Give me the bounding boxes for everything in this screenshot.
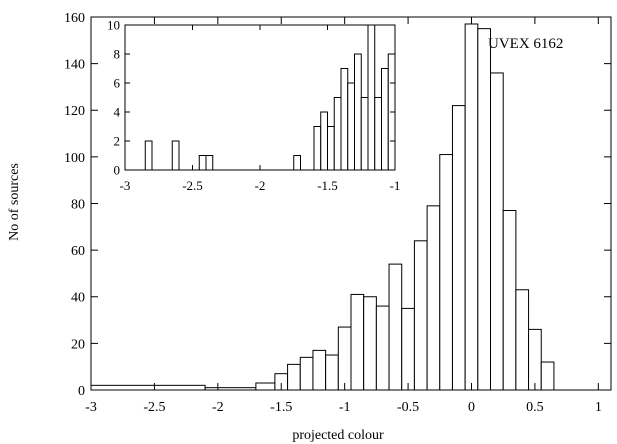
main-x-tick-label: -1.5 bbox=[270, 400, 292, 415]
main-x-tick-label: 0 bbox=[468, 400, 475, 415]
inset-bar bbox=[347, 82, 355, 171]
main-axes: -3 -2.5 -2 -1.5 -1 -0.5 0 0.5 102040608010012014… bbox=[64, 11, 611, 415]
main-bar bbox=[401, 307, 415, 391]
inset-bar bbox=[354, 53, 362, 171]
inset-y-tick-label: 8 bbox=[114, 47, 121, 62]
inset-bar bbox=[198, 155, 207, 171]
inset-y-tick-label: 6 bbox=[114, 76, 121, 91]
inset-plot: -3 -2.5 -2 -1.5 -1 0 2 4 6 8 10 bbox=[107, 18, 400, 193]
main-bar bbox=[451, 105, 466, 391]
main-bar bbox=[413, 240, 428, 391]
main-bar bbox=[299, 356, 314, 391]
inset-y-tick-label: 10 bbox=[107, 18, 120, 33]
main-bar bbox=[515, 289, 530, 391]
main-x-tick-label: 1 bbox=[595, 400, 602, 415]
main-bar bbox=[490, 72, 504, 391]
main-bar bbox=[337, 326, 352, 391]
inset-bar bbox=[381, 68, 389, 171]
main-x-tick-label: 0.5 bbox=[526, 400, 544, 415]
main-bar bbox=[540, 361, 555, 391]
inset-bar bbox=[320, 111, 328, 171]
inset-bar bbox=[171, 140, 180, 171]
main-y-tick-label: 160 bbox=[64, 11, 85, 26]
main-bar bbox=[477, 28, 492, 391]
inset-axes: -3 -2.5 -2 -1.5 -1 0 2 4 6 8 10 bbox=[107, 18, 400, 193]
main-bar bbox=[439, 154, 453, 391]
main-bar bbox=[375, 305, 390, 391]
inset-x-tick-label: -3 bbox=[120, 178, 131, 193]
main-x-tick-label: -2 bbox=[212, 400, 224, 415]
main-x-tick-label: -2.5 bbox=[143, 400, 165, 415]
main-y-tick-label: 20 bbox=[71, 337, 85, 352]
main-bar bbox=[90, 384, 206, 391]
inset-bar bbox=[340, 68, 349, 171]
annotation-label: UVEX 6162 bbox=[488, 36, 563, 52]
inset-bar bbox=[293, 155, 301, 171]
main-y-tick-label: 0 bbox=[78, 384, 85, 399]
x-axis-label: projected colour bbox=[292, 428, 384, 443]
main-bar bbox=[325, 354, 339, 391]
inset-bar bbox=[144, 140, 153, 171]
inset-bar bbox=[313, 126, 322, 171]
main-bar bbox=[363, 296, 377, 391]
main-bar bbox=[388, 263, 403, 391]
main-bar bbox=[350, 293, 365, 391]
inset-bar bbox=[333, 97, 342, 171]
main-y-tick-label: 140 bbox=[64, 58, 85, 73]
y-axis-label: No of sources bbox=[7, 163, 22, 241]
main-x-tick-label: -3 bbox=[85, 400, 97, 415]
inset-y-tick-label: 4 bbox=[114, 105, 121, 120]
main-bar bbox=[287, 363, 301, 391]
inset-y-tick-label: 0 bbox=[114, 163, 121, 178]
inset-x-tick-label: -2.5 bbox=[182, 178, 203, 193]
main-x-tick-label: -0.5 bbox=[397, 400, 419, 415]
main-bar bbox=[426, 205, 441, 391]
inset-bar bbox=[367, 24, 376, 171]
main-bar bbox=[312, 349, 327, 391]
main-bar bbox=[528, 328, 542, 391]
main-y-tick-label: 100 bbox=[64, 151, 85, 166]
inset-y-tick-label: 2 bbox=[114, 134, 121, 149]
inset-bar bbox=[205, 155, 214, 171]
main-plot: -3 -2.5 -2 -1.5 -1 -0.5 0 0.5 102040608010012014… bbox=[7, 11, 612, 443]
inset-bar bbox=[360, 97, 369, 171]
main-y-tick-label: 40 bbox=[71, 291, 85, 306]
main-bar bbox=[464, 23, 479, 391]
inset-x-tick-label: -1 bbox=[390, 178, 401, 193]
main-bar bbox=[502, 209, 517, 391]
main-x-tick-label: -1 bbox=[339, 400, 351, 415]
inset-bar bbox=[327, 126, 335, 171]
inset-bar bbox=[374, 97, 382, 171]
main-y-tick-label: 120 bbox=[64, 104, 85, 119]
inset-x-tick-label: -1.5 bbox=[317, 178, 338, 193]
main-y-tick-label: 60 bbox=[71, 244, 85, 259]
inset-x-tick-label: -2 bbox=[255, 178, 266, 193]
main-bar bbox=[255, 382, 276, 391]
main-y-tick-label: 80 bbox=[71, 197, 85, 212]
